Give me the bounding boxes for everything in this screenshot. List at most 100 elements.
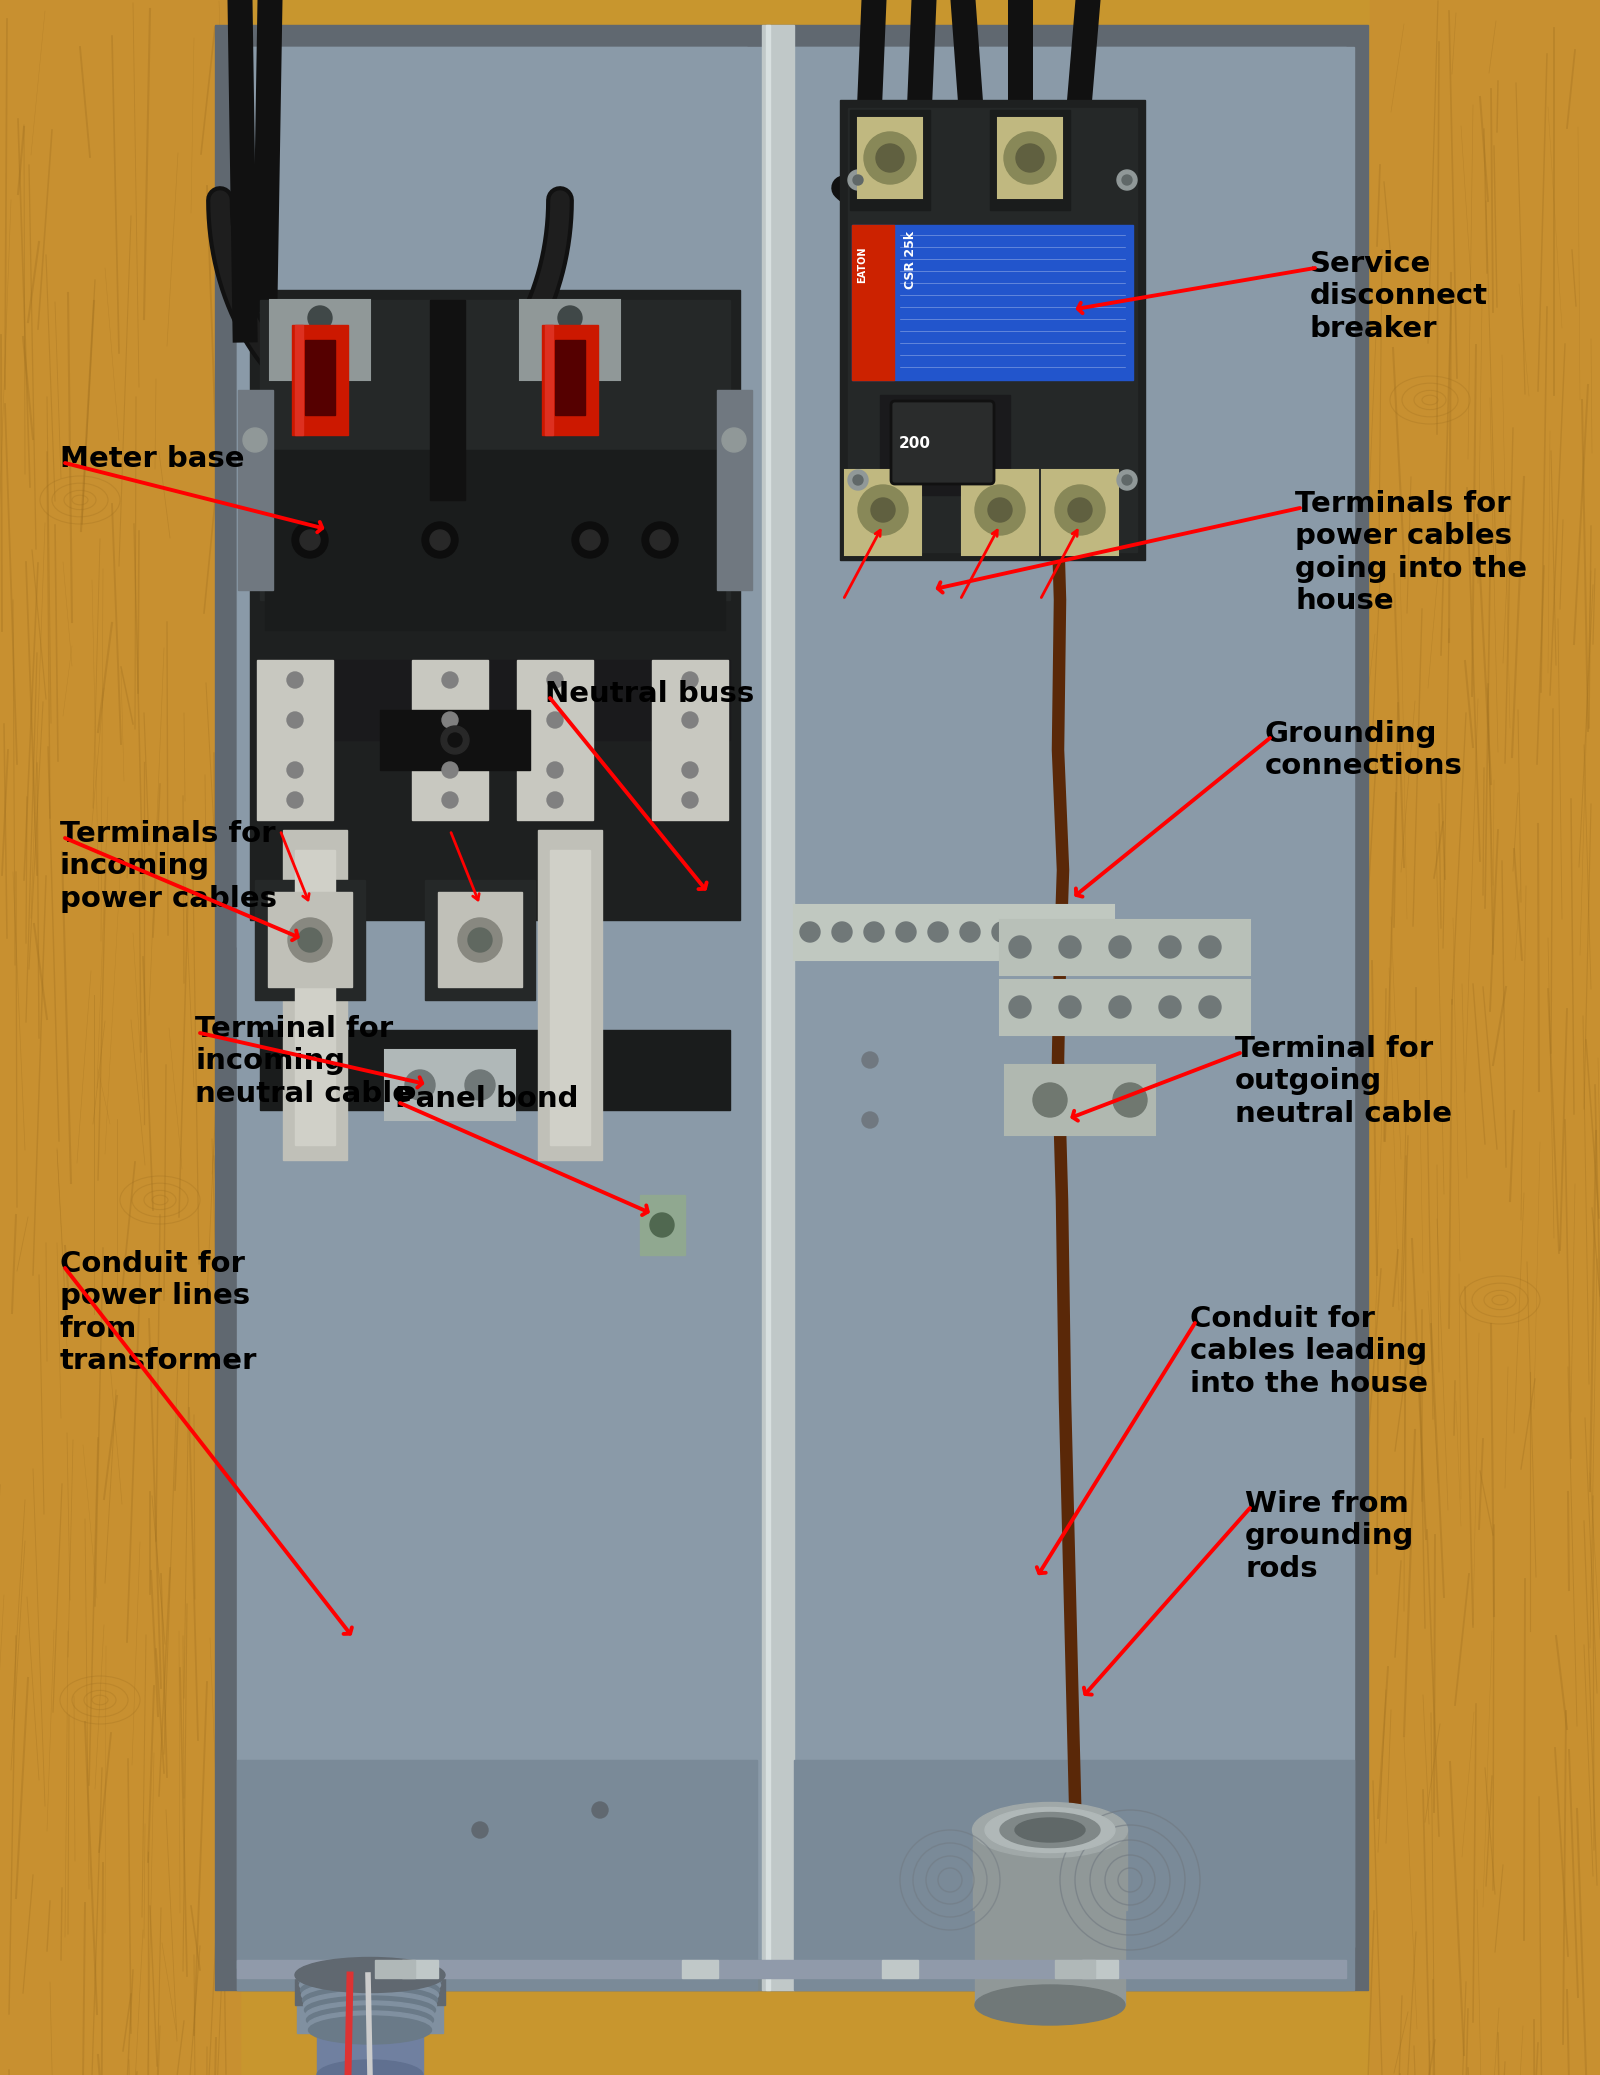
Text: EATON: EATON — [858, 247, 867, 284]
Bar — [294, 1975, 445, 2004]
Bar — [1370, 0, 1600, 2075]
Bar — [430, 301, 466, 500]
Bar — [517, 660, 594, 820]
Text: Terminals for
incoming
power cables: Terminals for incoming power cables — [61, 820, 277, 913]
Circle shape — [547, 762, 563, 778]
Text: Meter base: Meter base — [61, 444, 245, 473]
Bar — [259, 660, 730, 741]
Text: Terminals for
power cables
going into the
house: Terminals for power cables going into th… — [1294, 490, 1526, 614]
Bar — [717, 390, 752, 589]
Ellipse shape — [304, 1996, 435, 2023]
Text: CSR 25k: CSR 25k — [904, 230, 917, 288]
Circle shape — [1158, 936, 1181, 959]
Bar — [880, 394, 1010, 496]
Bar — [237, 48, 747, 946]
Bar — [294, 851, 334, 1145]
Text: Terminal for
incoming
neutral cable: Terminal for incoming neutral cable — [195, 1015, 413, 1108]
Bar — [546, 326, 554, 436]
Circle shape — [870, 498, 894, 523]
Circle shape — [442, 672, 458, 689]
Circle shape — [458, 917, 502, 963]
Circle shape — [1056, 921, 1075, 942]
Ellipse shape — [301, 1975, 440, 2004]
Bar — [283, 830, 347, 1160]
Bar — [413, 660, 488, 820]
Circle shape — [974, 486, 1026, 535]
Circle shape — [896, 921, 915, 942]
Circle shape — [1059, 996, 1082, 1019]
Text: Terminal for
outgoing
neutral cable: Terminal for outgoing neutral cable — [1235, 1035, 1453, 1129]
Bar — [973, 1830, 1126, 1909]
Circle shape — [1122, 475, 1133, 486]
Bar — [1042, 471, 1118, 554]
Ellipse shape — [302, 1986, 437, 2015]
Circle shape — [848, 170, 867, 191]
Bar — [998, 118, 1062, 197]
Bar — [974, 1884, 1125, 2004]
Bar — [1005, 1064, 1155, 1135]
Bar — [962, 471, 1038, 554]
Circle shape — [286, 762, 302, 778]
Circle shape — [1010, 996, 1030, 1019]
Bar — [990, 110, 1070, 210]
Bar — [848, 108, 1138, 552]
Circle shape — [1158, 996, 1181, 1019]
Circle shape — [448, 732, 462, 747]
Bar — [270, 301, 370, 380]
Bar — [291, 326, 349, 436]
Bar — [766, 25, 770, 1990]
Ellipse shape — [973, 1803, 1128, 1857]
Circle shape — [992, 921, 1013, 942]
Circle shape — [722, 427, 746, 452]
Circle shape — [1010, 936, 1030, 959]
Bar — [550, 851, 590, 1145]
Bar — [555, 340, 586, 415]
Ellipse shape — [1014, 1818, 1085, 1843]
Circle shape — [442, 712, 458, 728]
Circle shape — [864, 133, 915, 185]
Circle shape — [853, 174, 862, 185]
Bar — [298, 1973, 443, 2033]
Bar — [269, 892, 352, 988]
Bar — [214, 25, 1368, 1990]
Bar — [374, 1961, 414, 1977]
Circle shape — [1034, 1083, 1067, 1116]
Circle shape — [286, 793, 302, 807]
Bar — [381, 710, 530, 770]
Text: Service
disconnect
breaker: Service disconnect breaker — [1310, 249, 1488, 342]
Bar — [1000, 979, 1250, 1035]
Circle shape — [405, 1071, 435, 1100]
Bar — [850, 110, 930, 210]
Circle shape — [286, 672, 302, 689]
Circle shape — [1109, 996, 1131, 1019]
Ellipse shape — [304, 1992, 437, 2019]
Bar — [386, 1050, 515, 1120]
Bar — [258, 660, 333, 820]
Bar — [306, 340, 334, 415]
Circle shape — [486, 1056, 514, 1083]
Circle shape — [1117, 471, 1138, 490]
Bar — [238, 390, 274, 589]
Ellipse shape — [301, 1982, 438, 2009]
Circle shape — [682, 672, 698, 689]
Text: Conduit for
cables leading
into the house: Conduit for cables leading into the hous… — [1190, 1305, 1429, 1399]
Ellipse shape — [307, 2011, 432, 2040]
Circle shape — [858, 486, 909, 535]
Circle shape — [862, 1052, 878, 1069]
Circle shape — [286, 712, 302, 728]
Circle shape — [862, 1112, 878, 1129]
Circle shape — [288, 917, 333, 963]
Circle shape — [1024, 921, 1043, 942]
Circle shape — [682, 762, 698, 778]
Bar — [1054, 1961, 1094, 1977]
Circle shape — [243, 427, 267, 452]
Circle shape — [472, 1822, 488, 1838]
Circle shape — [864, 921, 883, 942]
Circle shape — [853, 475, 862, 486]
Ellipse shape — [298, 1961, 443, 1990]
Circle shape — [442, 762, 458, 778]
Text: Neutral buss: Neutral buss — [546, 681, 754, 708]
Circle shape — [430, 529, 450, 550]
Bar — [653, 660, 728, 820]
Ellipse shape — [294, 1957, 445, 1992]
